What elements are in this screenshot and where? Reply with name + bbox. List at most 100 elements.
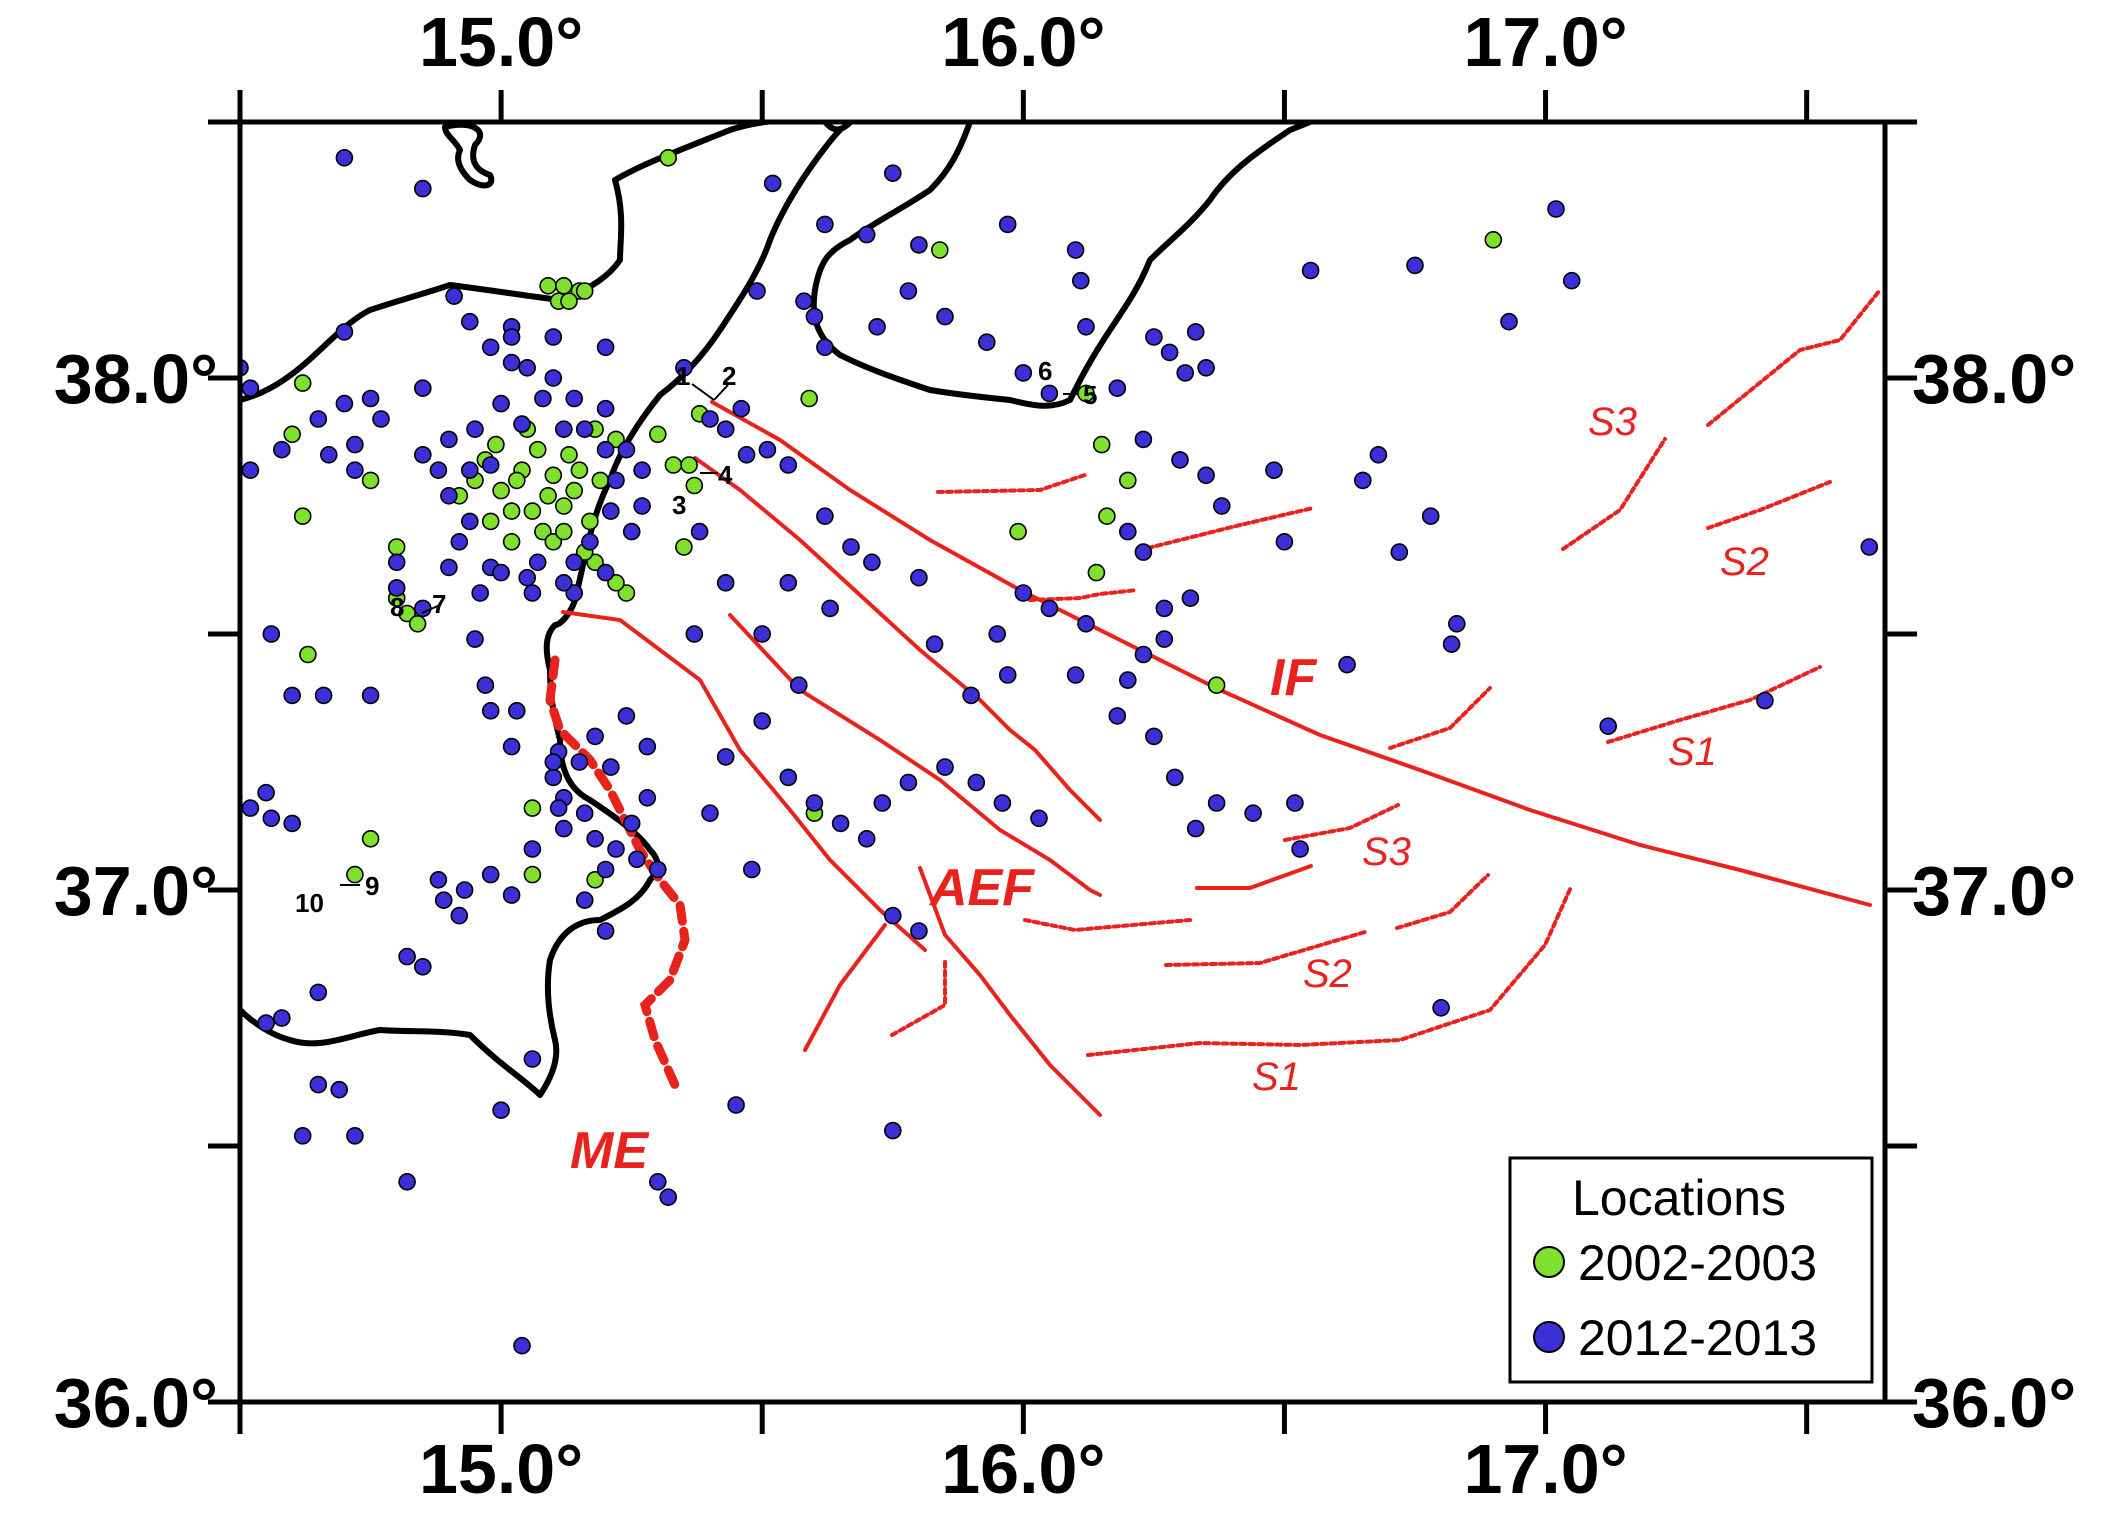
event-2012-2013-73 — [1599, 717, 1617, 736]
event-2012-2013-81 — [816, 507, 834, 526]
fault-dotted-s2-lower — [1164, 930, 1367, 967]
event-2002-2003-1 — [539, 276, 557, 295]
event-2012-2013-139 — [466, 630, 484, 648]
event-2012-2013-182 — [565, 389, 584, 408]
event-2012-2013-186 — [440, 430, 458, 449]
station-label-3: 3 — [672, 490, 686, 520]
event-2002-2003-19 — [685, 476, 704, 495]
event-2012-2013-211 — [544, 369, 563, 387]
fault-dotted-c — [1146, 506, 1315, 550]
event-2012-2013-87 — [998, 666, 1017, 684]
y-tick-label-left-0: 38.0° — [54, 340, 218, 418]
coastline — [240, 122, 1313, 1098]
event-2012-2013-190 — [492, 563, 510, 582]
event-2012-2013-68 — [1244, 804, 1262, 823]
event-2012-2013-40 — [1077, 317, 1095, 336]
event-2002-2003-20 — [675, 538, 693, 556]
event-2012-2013-0 — [335, 149, 354, 167]
event-2012-2013-224 — [1181, 589, 1200, 608]
event-2012-2013-114 — [513, 1336, 531, 1355]
event-2012-2013-42 — [1160, 343, 1179, 362]
event-2002-2003-40 — [523, 865, 542, 884]
event-2012-2013-111 — [648, 1173, 667, 1191]
event-2002-2003-30 — [1207, 676, 1226, 695]
event-2012-2013-201 — [528, 553, 547, 572]
event-2012-2013-138 — [450, 532, 469, 551]
event-2012-2013-192 — [554, 573, 573, 592]
event-2002-2003-36 — [346, 865, 364, 884]
fault-dotted-a — [936, 472, 1090, 494]
legend-swatch-2012-2013 — [1533, 1321, 1565, 1353]
y-tick-label-left-1: 37.0° — [54, 852, 218, 930]
event-2012-2013-62 — [1134, 645, 1153, 664]
event-2002-2003-14 — [607, 430, 625, 449]
fault-dotted-d — [1388, 686, 1492, 750]
event-2012-2013-28 — [596, 338, 615, 357]
event-2002-2003-22 — [800, 389, 819, 408]
event-2012-2013-64 — [1108, 707, 1127, 725]
event-2012-2013-180 — [617, 440, 636, 459]
fault-aef-1 — [693, 456, 1102, 822]
event-2012-2013-155 — [596, 860, 615, 879]
event-2012-2013-22 — [372, 410, 390, 428]
fault-dotted-s3-upper — [1561, 437, 1667, 551]
event-2012-2013-82 — [842, 538, 860, 556]
event-2012-2013-142 — [502, 737, 521, 756]
map-frame — [237, 119, 1888, 1405]
event-2012-2013-136 — [387, 579, 406, 597]
event-2002-2003-46 — [502, 532, 521, 551]
event-2012-2013-174 — [565, 584, 584, 602]
fault-label-if: IF — [1270, 649, 1317, 707]
event-2012-2013-141 — [481, 701, 500, 720]
event-2012-2013-99 — [899, 773, 918, 792]
fault-s3-lower-solid — [1195, 864, 1313, 890]
event-2012-2013-7 — [910, 236, 928, 254]
event-2012-2013-10 — [1301, 261, 1320, 280]
events-2012-2013 — [240, 149, 1879, 1355]
event-2012-2013-166 — [523, 840, 542, 858]
station-label-1: 1 — [676, 361, 690, 391]
event-2012-2013-77 — [716, 420, 735, 439]
event-2002-2003-27 — [1098, 507, 1116, 526]
event-2012-2013-14 — [1562, 271, 1581, 290]
event-2012-2013-153 — [628, 850, 646, 869]
station-label-8: 8 — [390, 592, 404, 622]
event-2012-2013-115 — [502, 886, 521, 904]
event-2002-2003-9 — [293, 507, 312, 526]
aeolian-island — [442, 122, 495, 189]
event-2012-2013-16 — [241, 379, 260, 398]
event-2012-2013-165 — [434, 891, 453, 910]
event-2012-2013-191 — [523, 584, 542, 602]
event-2012-2013-129 — [262, 809, 281, 828]
event-2012-2013-66 — [1166, 768, 1184, 787]
event-2012-2013-175 — [518, 568, 537, 587]
event-2012-2013-44 — [1186, 323, 1205, 341]
event-2012-2013-126 — [523, 1050, 542, 1068]
fault-aef-3 — [561, 610, 927, 952]
event-2012-2013-65 — [1145, 727, 1163, 746]
event-2012-2013-59 — [1442, 635, 1461, 654]
event-2012-2013-125 — [492, 1101, 510, 1119]
event-2012-2013-69 — [1286, 794, 1304, 812]
event-2012-2013-158 — [544, 753, 563, 771]
event-2012-2013-6 — [857, 225, 876, 244]
event-2002-2003-66 — [507, 471, 526, 490]
event-2012-2013-117 — [398, 947, 416, 966]
station-label-6: 6 — [1038, 356, 1052, 386]
event-2012-2013-106 — [716, 748, 735, 766]
event-2012-2013-48 — [1171, 451, 1189, 469]
event-2012-2013-19 — [335, 394, 354, 413]
event-2012-2013-89 — [1014, 584, 1033, 602]
event-2012-2013-116 — [450, 906, 469, 925]
event-2012-2013-101 — [967, 773, 986, 792]
event-2012-2013-218 — [779, 573, 798, 592]
calabria-coast — [810, 122, 1313, 409]
event-2012-2013-151 — [622, 814, 641, 833]
x-tick-label-bottom-2: 17.0° — [1463, 1430, 1627, 1508]
event-2002-2003-52 — [492, 481, 510, 500]
event-2012-2013-5 — [816, 215, 834, 234]
event-2012-2013-34 — [868, 317, 886, 336]
segment-label-s3-upper: S3 — [1588, 400, 1637, 444]
event-2012-2013-210 — [518, 358, 537, 377]
event-2012-2013-1 — [413, 179, 432, 198]
